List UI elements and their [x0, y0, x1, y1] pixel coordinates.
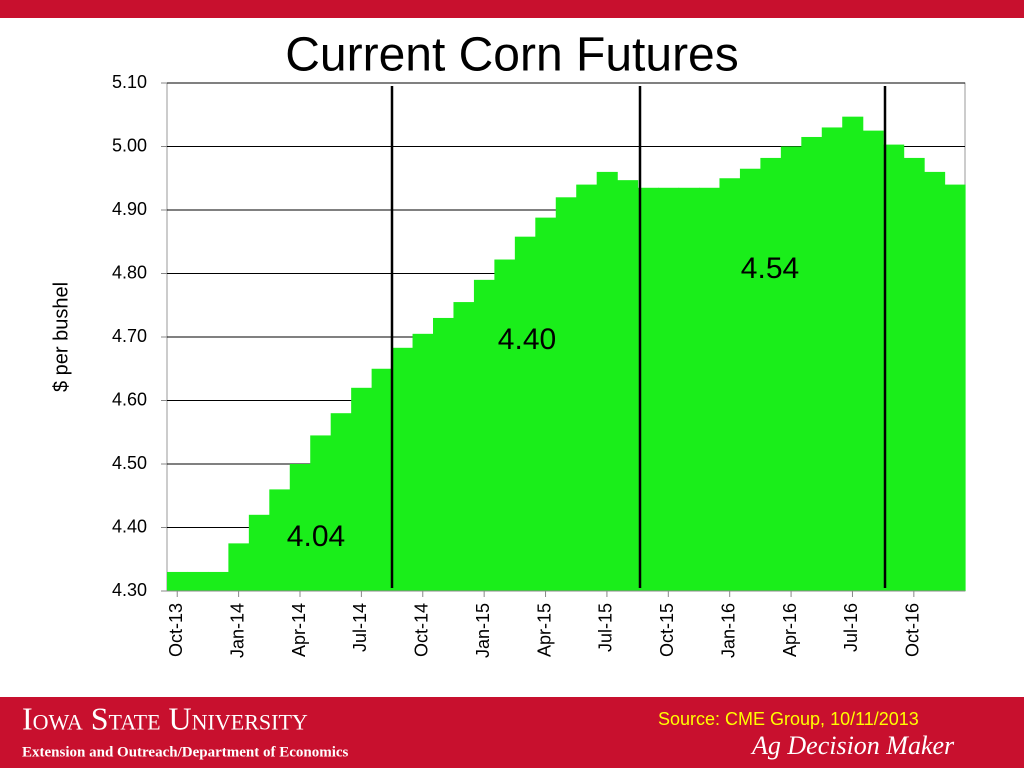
bar — [207, 571, 229, 591]
bar — [514, 236, 536, 592]
bar — [187, 571, 209, 591]
bar — [842, 116, 864, 591]
x-tick-label: Oct-14 — [412, 603, 432, 657]
bar — [535, 217, 557, 591]
bar — [289, 464, 311, 591]
bar — [760, 157, 782, 591]
annotation: 4.40 — [498, 323, 556, 356]
y-tick-label: 4.70 — [112, 326, 147, 346]
bar — [801, 136, 823, 591]
x-tick-label: Oct-16 — [903, 603, 923, 657]
bar — [412, 333, 434, 591]
university-name: Iowa State University — [22, 700, 308, 736]
bar — [780, 146, 802, 591]
top-band — [0, 0, 1024, 18]
x-tick-label: Apr-15 — [534, 603, 554, 657]
bar — [699, 187, 721, 591]
footer-band — [0, 697, 1024, 768]
bar — [228, 543, 250, 591]
bar — [903, 157, 925, 591]
bar — [862, 130, 884, 591]
bar — [924, 171, 946, 591]
bar — [351, 387, 373, 591]
y-tick-label: 4.30 — [112, 580, 147, 600]
bar — [269, 489, 291, 591]
annotation: 4.04 — [287, 520, 345, 553]
bar — [453, 302, 475, 591]
x-tick-label: Jan-15 — [473, 603, 493, 658]
y-tick-label: 4.60 — [112, 389, 147, 409]
bar — [617, 180, 639, 591]
bar — [167, 571, 189, 591]
x-tick-label: Oct-13 — [166, 603, 186, 657]
y-tick-label: 4.90 — [112, 199, 147, 219]
bar — [596, 171, 618, 591]
bar — [944, 184, 966, 591]
bar — [248, 514, 270, 591]
department: Extension and Outreach/Department of Eco… — [22, 744, 349, 760]
x-tick-label: Jan-16 — [718, 603, 738, 658]
bar — [371, 368, 393, 591]
brand: Ag Decision Maker — [750, 731, 955, 760]
bar — [576, 184, 598, 591]
y-tick-label: 5.10 — [112, 72, 147, 92]
bar — [883, 144, 905, 591]
chart-title: Current Corn Futures — [285, 29, 739, 82]
y-tick-label: 4.40 — [112, 516, 147, 536]
bar — [719, 178, 741, 591]
x-tick-label: Jul-15 — [596, 603, 616, 652]
x-tick-label: Jul-16 — [841, 603, 861, 652]
x-tick-label: Apr-16 — [780, 603, 800, 657]
annotation: 4.54 — [741, 252, 799, 285]
bar — [555, 197, 577, 592]
y-tick-label: 4.50 — [112, 453, 147, 473]
bar — [473, 279, 495, 591]
x-tick-label: Jan-14 — [227, 603, 247, 658]
bar — [739, 168, 761, 591]
y-tick-label: 4.80 — [112, 262, 147, 282]
source: Source: CME Group, 10/11/2013 — [658, 709, 919, 729]
y-axis-label: $ per bushel — [50, 282, 72, 392]
x-tick-label: Jul-14 — [350, 603, 370, 652]
bar — [637, 187, 659, 591]
y-tick-label: 5.00 — [112, 135, 147, 155]
bar — [330, 413, 352, 591]
bar — [433, 317, 455, 591]
bar — [494, 259, 516, 591]
bar — [310, 435, 332, 591]
x-tick-label: Apr-14 — [289, 603, 309, 657]
x-tick-label: Oct-15 — [657, 603, 677, 657]
bar — [658, 187, 680, 591]
plot: 4.30 4.40 4.50 4.60 4.70 4.80 4.90 5.00 5.10 Oct-… — [112, 72, 966, 658]
bar — [821, 127, 843, 591]
bar — [678, 187, 700, 591]
bar — [392, 347, 414, 591]
